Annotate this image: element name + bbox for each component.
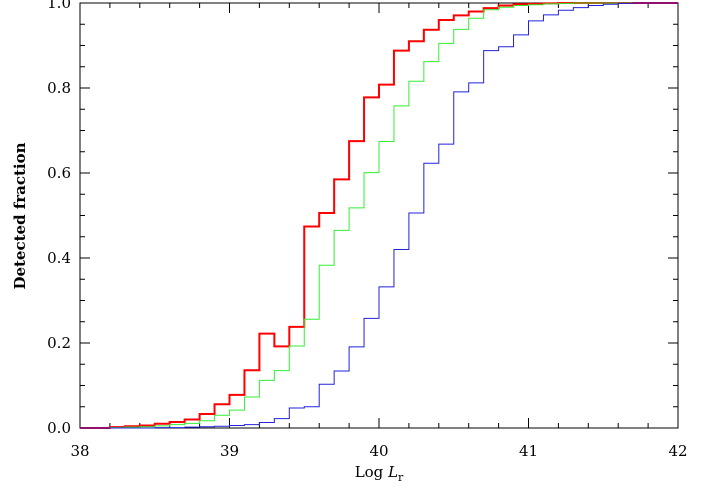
y-axis-label: Detected fraction	[11, 142, 29, 289]
plot-frame	[79, 2, 679, 429]
series-line-1	[80, 2, 678, 429]
y-tick-label: 0.2	[47, 334, 71, 352]
x-axis-label: Log Lr	[355, 463, 404, 484]
x-axis-label-subscript: r	[398, 471, 404, 484]
tick-labels: 38 39 40 41 42 0.0 0.2 0.4 0.6 0.8 1.0	[47, 0, 687, 460]
x-tick-label: 41	[519, 442, 538, 460]
y-tick-label: 1.0	[47, 0, 71, 12]
axis-ticks	[79, 2, 679, 429]
y-tick-label: 0.0	[47, 419, 71, 437]
x-tick-label: 40	[369, 442, 388, 460]
x-tick-label: 42	[668, 442, 687, 460]
series-line-2	[80, 2, 678, 429]
y-tick-label: 0.8	[47, 79, 71, 97]
x-tick-label: 38	[70, 442, 89, 460]
y-tick-label: 0.4	[47, 249, 71, 267]
x-axis-label-italic: L	[387, 463, 398, 481]
series-line-3	[80, 2, 678, 429]
x-tick-label: 39	[220, 442, 239, 460]
series-group	[80, 2, 678, 429]
y-tick-label: 0.6	[47, 164, 71, 182]
x-axis-label-prefix: Log	[355, 463, 388, 481]
